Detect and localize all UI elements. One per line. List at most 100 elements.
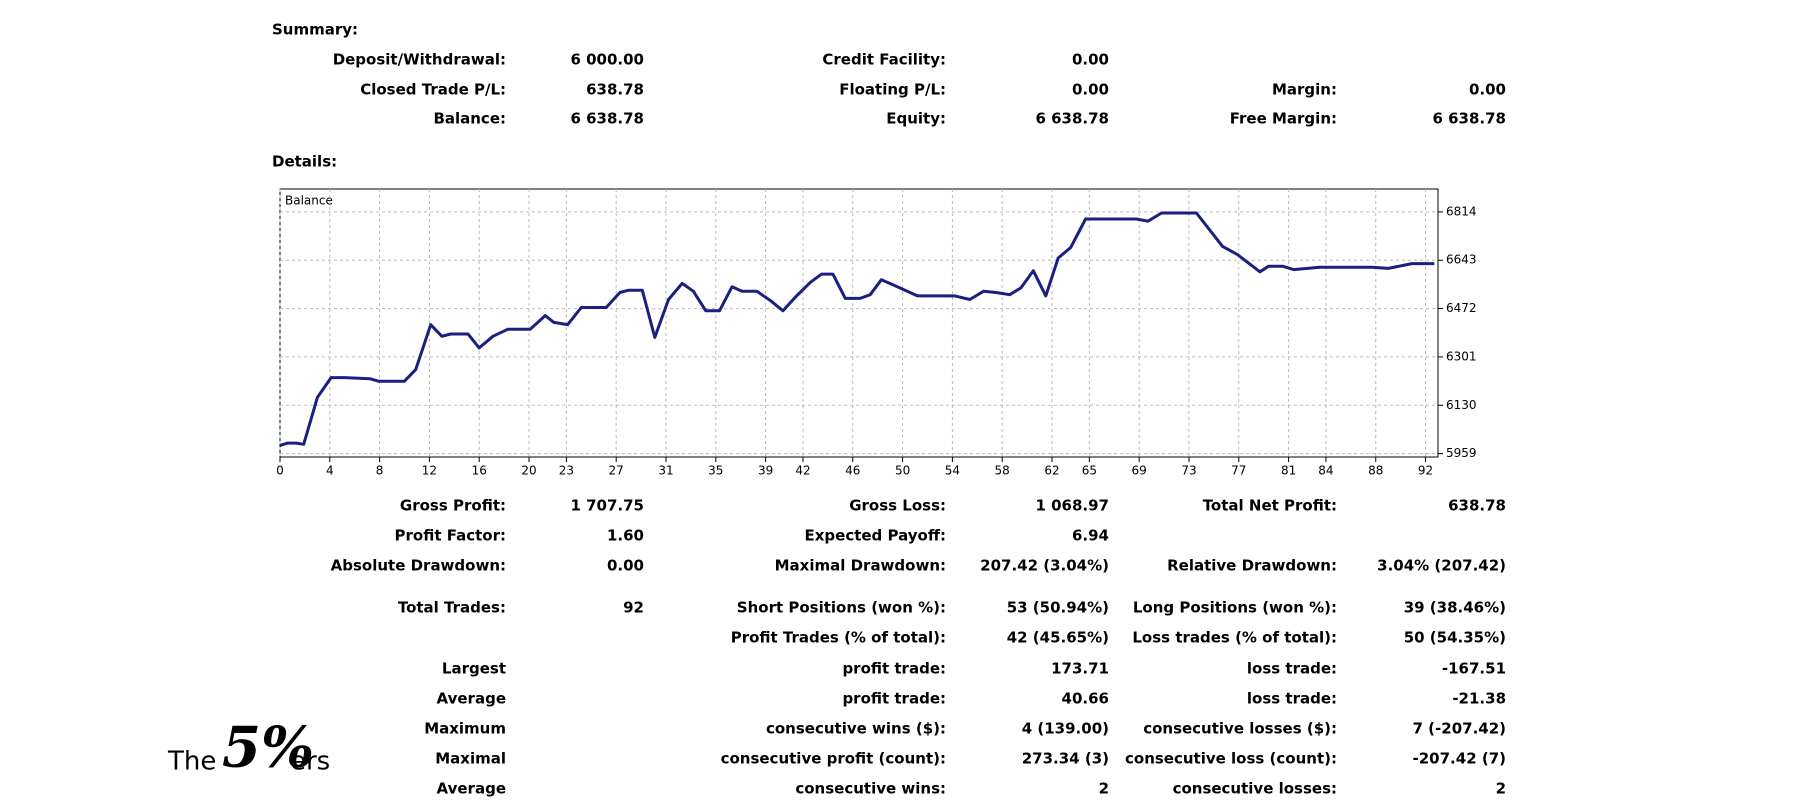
cell-value: 6 638.78 [1432, 110, 1506, 128]
cell-label: consecutive losses: [1173, 780, 1337, 798]
cell-label: loss trade: [1247, 690, 1337, 708]
cell-label: Expected Payoff: [804, 527, 946, 545]
cell-value: 3.04% (207.42) [1377, 557, 1506, 575]
x-tick-label: 27 [609, 464, 624, 478]
cell-value: 40.66 [1062, 690, 1109, 708]
cell-label: Absolute Drawdown: [331, 557, 506, 575]
x-tick-label: 77 [1231, 464, 1246, 478]
cell-label: profit trade: [842, 690, 946, 708]
cell-label: Short Positions (won %): [737, 599, 946, 617]
x-tick-label: 58 [995, 464, 1010, 478]
x-tick-label: 69 [1132, 464, 1147, 478]
cell-label: Maximum [424, 720, 506, 738]
x-tick-label: 46 [845, 464, 860, 478]
x-tick-label: 20 [521, 464, 536, 478]
cell-value: 638.78 [586, 81, 644, 99]
cell-label: loss trade: [1247, 660, 1337, 678]
x-tick-label: 23 [559, 464, 574, 478]
cell-label: consecutive loss (count): [1125, 750, 1337, 768]
cell-label: consecutive profit (count): [721, 750, 946, 768]
logo: The 5% ers [167, 715, 330, 781]
cell-value: 207.42 (3.04%) [980, 557, 1109, 575]
section-title: Details: [272, 153, 337, 171]
cell-value: 39 (38.46%) [1404, 599, 1506, 617]
cell-value: 173.71 [1051, 660, 1109, 678]
cell-value: 4 (139.00) [1022, 720, 1109, 738]
x-tick-label: 92 [1418, 464, 1433, 478]
y-tick-label: 5959 [1446, 446, 1477, 460]
y-tick-label: 6301 [1446, 349, 1477, 363]
x-tick-label: 73 [1181, 464, 1196, 478]
x-tick-label: 65 [1082, 464, 1097, 478]
cell-value: 2 [1099, 780, 1109, 798]
cell-label: Balance: [433, 110, 506, 128]
cell-label: Long Positions (won %): [1133, 599, 1337, 617]
x-tick-label: 0 [276, 464, 284, 478]
y-tick-label: 6643 [1446, 253, 1477, 267]
cell-value: -167.51 [1442, 660, 1506, 678]
cell-label: Relative Drawdown: [1167, 557, 1337, 575]
cell-value: -207.42 (7) [1413, 750, 1506, 768]
logo-text: The [167, 747, 216, 777]
x-tick-label: 39 [758, 464, 773, 478]
x-tick-label: 8 [376, 464, 384, 478]
x-tick-label: 12 [422, 464, 437, 478]
x-tick-label: 84 [1318, 464, 1333, 478]
x-tick-label: 42 [795, 464, 810, 478]
x-tick-label: 88 [1368, 464, 1383, 478]
cell-label: Average [437, 690, 506, 708]
cell-value: 53 (50.94%) [1007, 599, 1109, 617]
section-title: Summary: [272, 21, 358, 39]
cell-label: Maximal Drawdown: [775, 557, 946, 575]
cell-value: 0.00 [1469, 81, 1506, 99]
cell-value: 6 000.00 [570, 51, 644, 69]
cell-label: Gross Profit: [400, 497, 506, 515]
cell-value: 92 [623, 599, 644, 617]
cell-label: Credit Facility: [822, 51, 946, 69]
x-tick-label: 35 [708, 464, 723, 478]
y-tick-label: 6814 [1446, 204, 1477, 218]
cell-value: 0.00 [1072, 81, 1109, 99]
cell-value: 0.00 [607, 557, 644, 575]
cell-label: Floating P/L: [839, 81, 946, 99]
cell-label: Deposit/Withdrawal: [333, 51, 506, 69]
cell-value: 6 638.78 [570, 110, 644, 128]
cell-value: 2 [1496, 780, 1506, 798]
cell-value: -21.38 [1452, 690, 1506, 708]
cell-value: 6.94 [1072, 527, 1109, 545]
cell-label: consecutive wins: [795, 780, 946, 798]
cell-value: 638.78 [1448, 497, 1506, 515]
cell-value: 1 707.75 [570, 497, 644, 515]
cell-value: 0.00 [1072, 51, 1109, 69]
cell-label: Equity: [886, 110, 946, 128]
logo-text: ers [290, 747, 330, 777]
cell-value: 7 (-207.42) [1413, 720, 1506, 738]
legend-label: Balance [285, 194, 333, 208]
cell-label: Free Margin: [1230, 110, 1337, 128]
cell-value: 1.60 [607, 527, 644, 545]
cell-label: Total Net Profit: [1203, 497, 1337, 515]
cell-label: consecutive losses ($): [1143, 720, 1337, 738]
x-tick-label: 50 [895, 464, 910, 478]
y-tick-label: 6130 [1446, 398, 1477, 412]
x-tick-label: 16 [472, 464, 487, 478]
cell-label: consecutive wins ($): [766, 720, 946, 738]
cell-label: Margin: [1272, 81, 1337, 99]
cell-label: profit trade: [842, 660, 946, 678]
cell-label: Profit Trades (% of total): [731, 629, 946, 647]
x-tick-label: 4 [326, 464, 334, 478]
cell-value: 6 638.78 [1035, 110, 1109, 128]
x-tick-label: 31 [658, 464, 673, 478]
cell-value: 273.34 (3) [1022, 750, 1109, 768]
cell-label: Profit Factor: [395, 527, 506, 545]
cell-label: Average [437, 780, 506, 798]
x-tick-label: 81 [1281, 464, 1296, 478]
y-tick-label: 6472 [1446, 301, 1477, 315]
cell-label: Gross Loss: [849, 497, 946, 515]
cell-label: Largest [442, 660, 506, 678]
cell-label: Loss trades (% of total): [1132, 629, 1337, 647]
cell-value: 42 (45.65%) [1007, 629, 1109, 647]
balance-line [279, 211, 1435, 447]
cell-label: Closed Trade P/L: [360, 81, 506, 99]
